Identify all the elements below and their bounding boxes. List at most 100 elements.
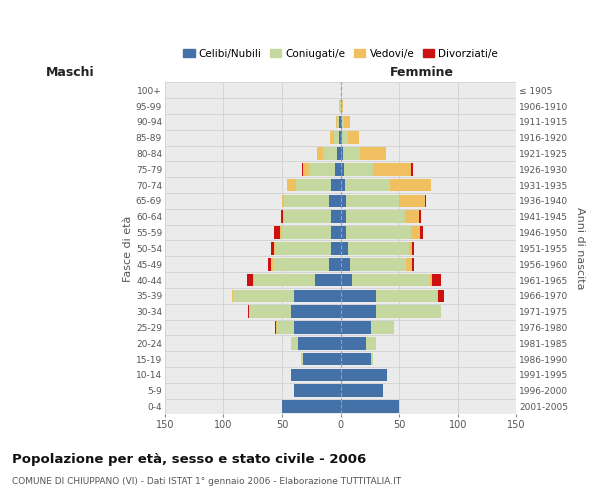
Bar	[233, 290, 294, 302]
Bar	[341, 210, 346, 223]
Bar	[292, 306, 341, 318]
Bar	[337, 116, 340, 128]
Bar	[247, 274, 253, 286]
Bar	[341, 242, 347, 254]
Bar	[272, 258, 329, 270]
Bar	[284, 210, 331, 223]
Bar	[412, 242, 415, 254]
Bar	[331, 226, 341, 239]
Bar	[432, 274, 442, 286]
Bar	[282, 400, 341, 413]
Text: Femmine: Femmine	[389, 66, 454, 79]
Bar	[335, 163, 341, 175]
Bar	[419, 210, 421, 223]
Bar	[344, 116, 350, 128]
Bar	[331, 242, 341, 254]
Bar	[329, 194, 341, 207]
Bar	[341, 116, 342, 128]
Bar	[271, 242, 274, 254]
Y-axis label: Fasce di età: Fasce di età	[123, 215, 133, 282]
Bar	[341, 306, 376, 318]
Bar	[430, 274, 432, 286]
Bar	[341, 400, 399, 413]
Bar	[350, 258, 406, 270]
Bar	[399, 194, 425, 207]
Bar	[281, 210, 283, 223]
Bar	[282, 226, 331, 239]
Bar	[346, 226, 411, 239]
Bar	[284, 194, 329, 207]
Bar	[277, 321, 294, 334]
Bar	[283, 210, 284, 223]
Bar	[248, 306, 249, 318]
Bar	[268, 258, 271, 270]
Bar	[341, 179, 345, 192]
Bar	[340, 132, 341, 144]
Bar	[298, 337, 341, 349]
Bar	[347, 242, 409, 254]
Bar	[276, 321, 277, 334]
Bar	[309, 163, 335, 175]
Bar	[371, 353, 373, 366]
Bar	[411, 226, 420, 239]
Bar	[341, 163, 344, 175]
Bar	[340, 100, 341, 112]
Bar	[337, 147, 341, 160]
Bar	[274, 242, 275, 254]
Bar	[296, 179, 331, 192]
Bar	[331, 210, 341, 223]
Bar	[331, 179, 341, 192]
Bar	[341, 274, 352, 286]
Bar	[315, 274, 341, 286]
Bar	[376, 306, 442, 318]
Bar	[342, 132, 347, 144]
Bar	[420, 226, 422, 239]
Bar	[317, 147, 323, 160]
Bar	[438, 290, 443, 302]
Bar	[303, 163, 309, 175]
Bar	[437, 290, 438, 302]
Legend: Celibi/Nubili, Coniugati/e, Vedovi/e, Divorziati/e: Celibi/Nubili, Coniugati/e, Vedovi/e, Di…	[179, 44, 502, 62]
Bar	[341, 132, 342, 144]
Bar	[346, 194, 399, 207]
Text: Maschi: Maschi	[46, 66, 94, 79]
Bar	[341, 321, 371, 334]
Bar	[232, 290, 233, 302]
Bar	[341, 290, 376, 302]
Bar	[280, 226, 282, 239]
Bar	[390, 179, 431, 192]
Bar	[287, 179, 296, 192]
Bar	[334, 132, 340, 144]
Bar	[292, 337, 298, 349]
Bar	[301, 353, 303, 366]
Bar	[341, 226, 346, 239]
Bar	[275, 242, 331, 254]
Bar	[352, 274, 430, 286]
Bar	[303, 353, 341, 366]
Bar	[292, 368, 341, 381]
Bar	[341, 368, 388, 381]
Bar	[376, 290, 437, 302]
Bar	[275, 321, 276, 334]
Bar	[342, 116, 344, 128]
Bar	[329, 258, 341, 270]
Bar	[282, 194, 284, 207]
Bar	[254, 274, 315, 286]
Bar	[409, 242, 412, 254]
Bar	[302, 163, 303, 175]
Bar	[406, 258, 412, 270]
Bar	[371, 321, 394, 334]
Bar	[347, 132, 359, 144]
Bar	[342, 100, 343, 112]
Bar	[249, 306, 292, 318]
Bar	[343, 147, 361, 160]
Text: COMUNE DI CHIUPPANO (VI) - Dati ISTAT 1° gennaio 2006 - Elaborazione TUTTITALIA.: COMUNE DI CHIUPPANO (VI) - Dati ISTAT 1°…	[12, 478, 401, 486]
Bar	[412, 258, 415, 270]
Bar	[274, 226, 280, 239]
Bar	[346, 210, 405, 223]
Bar	[341, 337, 367, 349]
Bar	[341, 100, 342, 112]
Bar	[341, 258, 350, 270]
Bar	[373, 163, 411, 175]
Bar	[294, 321, 341, 334]
